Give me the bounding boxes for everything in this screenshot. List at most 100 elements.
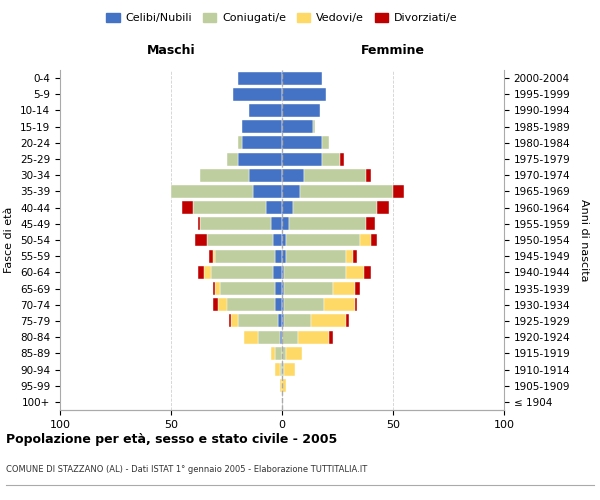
Bar <box>204 266 211 279</box>
Bar <box>197 266 204 279</box>
Bar <box>273 234 282 246</box>
Bar <box>273 266 282 279</box>
Bar <box>346 250 353 262</box>
Y-axis label: Anni di nascita: Anni di nascita <box>579 198 589 281</box>
Bar <box>282 234 286 246</box>
Bar <box>238 72 282 85</box>
Bar <box>333 282 355 295</box>
Bar <box>253 185 282 198</box>
Bar <box>238 136 242 149</box>
Bar <box>233 88 282 101</box>
Bar <box>346 266 364 279</box>
Bar <box>282 88 326 101</box>
Text: COMUNE DI STAZZANO (AL) - Dati ISTAT 1° gennaio 2005 - Elaborazione TUTTITALIA.I: COMUNE DI STAZZANO (AL) - Dati ISTAT 1° … <box>6 466 367 474</box>
Bar <box>360 234 371 246</box>
Bar <box>238 152 282 166</box>
Bar <box>282 169 304 181</box>
Text: Popolazione per età, sesso e stato civile - 2005: Popolazione per età, sesso e stato civil… <box>6 432 337 446</box>
Bar <box>275 363 280 376</box>
Bar <box>271 347 275 360</box>
Bar <box>200 218 271 230</box>
Bar <box>282 363 284 376</box>
Bar <box>284 363 295 376</box>
Bar <box>218 298 227 311</box>
Bar <box>355 298 358 311</box>
Bar <box>282 330 298 344</box>
Bar <box>282 298 284 311</box>
Bar <box>242 120 282 133</box>
Bar <box>300 185 393 198</box>
Bar <box>322 136 329 149</box>
Bar <box>364 266 371 279</box>
Text: Femmine: Femmine <box>361 44 425 57</box>
Bar <box>353 250 358 262</box>
Bar <box>282 185 300 198</box>
Bar <box>257 330 280 344</box>
Bar <box>213 298 218 311</box>
Bar <box>304 169 367 181</box>
Bar <box>282 152 322 166</box>
Bar <box>282 136 322 149</box>
Bar <box>213 282 215 295</box>
Bar <box>271 218 282 230</box>
Bar <box>282 314 284 328</box>
Bar <box>220 282 275 295</box>
Bar <box>282 104 320 117</box>
Bar <box>282 266 284 279</box>
Bar <box>278 314 282 328</box>
Bar <box>249 104 282 117</box>
Bar <box>284 314 311 328</box>
Bar <box>282 347 286 360</box>
Bar <box>286 347 302 360</box>
Bar <box>346 314 349 328</box>
Bar <box>275 282 282 295</box>
Bar <box>286 234 360 246</box>
Bar <box>311 314 346 328</box>
Bar <box>200 169 249 181</box>
Legend: Celibi/Nubili, Coniugati/e, Vedovi/e, Divorziati/e: Celibi/Nubili, Coniugati/e, Vedovi/e, Di… <box>102 8 462 28</box>
Bar <box>371 234 377 246</box>
Bar <box>280 330 282 344</box>
Bar <box>322 152 340 166</box>
Bar <box>171 185 253 198</box>
Bar <box>211 266 273 279</box>
Bar <box>209 250 213 262</box>
Bar <box>244 330 257 344</box>
Bar <box>282 120 313 133</box>
Y-axis label: Fasce di età: Fasce di età <box>4 207 14 273</box>
Bar <box>275 250 282 262</box>
Bar <box>393 185 404 198</box>
Bar <box>367 169 371 181</box>
Bar <box>215 282 220 295</box>
Bar <box>280 379 282 392</box>
Bar <box>215 250 275 262</box>
Bar <box>229 314 231 328</box>
Bar <box>280 363 282 376</box>
Bar <box>289 218 367 230</box>
Bar <box>249 169 282 181</box>
Bar <box>213 250 215 262</box>
Bar <box>275 347 282 360</box>
Bar <box>286 250 346 262</box>
Bar <box>324 298 355 311</box>
Bar <box>377 201 389 214</box>
Bar <box>329 330 333 344</box>
Bar <box>227 298 275 311</box>
Bar <box>197 218 200 230</box>
Text: Maschi: Maschi <box>146 44 196 57</box>
Bar <box>282 201 293 214</box>
Bar <box>282 72 322 85</box>
Bar <box>242 136 282 149</box>
Bar <box>284 298 324 311</box>
Bar <box>275 298 282 311</box>
Bar <box>282 250 286 262</box>
Bar <box>206 234 273 246</box>
Bar <box>284 282 333 295</box>
Bar <box>313 120 316 133</box>
Bar <box>193 201 266 214</box>
Bar <box>227 152 238 166</box>
Bar <box>282 379 286 392</box>
Bar <box>238 314 278 328</box>
Bar <box>282 282 284 295</box>
Bar <box>367 218 375 230</box>
